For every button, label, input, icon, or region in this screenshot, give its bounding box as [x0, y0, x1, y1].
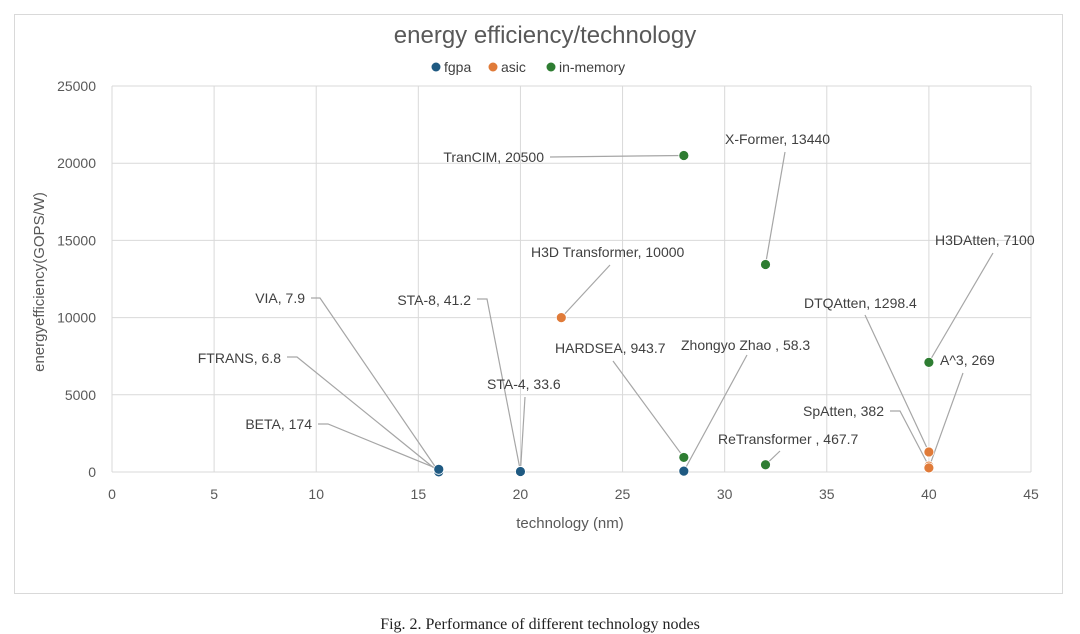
x-tick-label: 30 [717, 486, 733, 502]
leader-line [560, 264, 611, 319]
data-label: DTQAtten, 1298.4 [804, 295, 917, 311]
legend-marker [431, 62, 441, 72]
figure-caption: Fig. 2. Performance of different technol… [380, 616, 700, 633]
leader-line [549, 154, 684, 158]
leader-line [311, 297, 440, 473]
leader-line [928, 252, 994, 363]
data-label: FTRANS, 6.8 [198, 350, 281, 366]
x-tick-label: 35 [819, 486, 835, 502]
y-tick-label: 5000 [65, 387, 96, 403]
data-point-fgpa [678, 465, 690, 477]
data-point-in-memory [678, 452, 690, 463]
y-axis-title: energyefficiency(GOPS/W) [31, 192, 48, 372]
leader-line [519, 396, 526, 472]
y-tick-label: 25000 [57, 78, 96, 94]
legend-item-fgpa: fgpa [431, 59, 471, 75]
legend: fgpa asic in-memory [431, 59, 625, 75]
data-label: H3DAtten, 7100 [935, 232, 1035, 248]
legend-label: fgpa [444, 59, 471, 75]
data-point-in-memory [678, 150, 690, 161]
data-point-fgpa [515, 466, 526, 477]
x-tick-label: 10 [308, 486, 324, 502]
y-tick-label: 0 [88, 464, 96, 480]
gridlines [111, 85, 1032, 473]
y-tick-label: 10000 [57, 310, 96, 326]
data-label: STA-8, 41.2 [397, 292, 471, 308]
chart-frame: energy efficiency/technology fgpa asic in-… [14, 14, 1063, 594]
leader-line [764, 151, 786, 265]
x-axis-title: technology (nm) [516, 515, 624, 532]
data-point-asic [923, 446, 935, 458]
data-label: Zhongyo Zhao , 58.3 [681, 337, 810, 353]
chart-title: energy efficiency/technology [394, 22, 696, 49]
legend-item-asic: asic [488, 59, 526, 75]
legend-marker [546, 62, 556, 72]
data-label: H3D Transformer, 10000 [531, 244, 685, 260]
data-label: STA-4, 33.6 [487, 376, 561, 392]
y-tick-label: 15000 [57, 232, 96, 248]
data-label: A^3, 269 [940, 352, 995, 368]
x-tick-label: 15 [411, 486, 427, 502]
x-tick-label: 5 [210, 486, 218, 502]
leader-line [318, 423, 439, 470]
data-point-asic [923, 462, 935, 474]
x-tick-label: 40 [921, 486, 937, 502]
leader-line [683, 354, 748, 472]
data-point-fgpa [433, 463, 445, 475]
legend-label: in-memory [559, 59, 625, 75]
legend-marker [488, 62, 498, 72]
data-points [433, 150, 935, 478]
x-tick-label: 45 [1023, 486, 1039, 502]
leader-line [287, 356, 440, 473]
data-point-in-memory [923, 356, 935, 368]
data-label: X-Former, 13440 [725, 131, 830, 147]
legend-item-in-memory: in-memory [546, 59, 625, 75]
data-label: BETA, 174 [245, 416, 312, 432]
data-label: HARDSEA, 943.7 [555, 340, 666, 356]
leader-line [864, 314, 930, 453]
leader-lines [287, 151, 994, 473]
scatter-chart: energy efficiency/technology fgpa asic in-… [31, 22, 1039, 532]
leader-line [477, 298, 522, 472]
data-point-asic [555, 312, 567, 324]
x-tick-label: 20 [513, 486, 529, 502]
y-tick-label: 20000 [57, 155, 96, 171]
leader-line [890, 410, 930, 467]
y-axis-ticks: 0 5000 10000 15000 20000 25000 [57, 78, 96, 480]
x-axis-ticks: 0 5 10 15 20 25 30 35 40 45 [108, 486, 1039, 502]
legend-label: asic [501, 59, 526, 75]
leader-line [612, 360, 685, 458]
data-label: TranCIM, 20500 [443, 149, 544, 165]
data-label: VIA, 7.9 [255, 290, 305, 306]
data-label: ReTransformer , 467.7 [718, 431, 859, 447]
leader-line [928, 372, 964, 469]
data-point-in-memory [760, 259, 771, 270]
data-labels: VIA, 7.9 FTRANS, 6.8 BETA, 174 STA-8, 41.2 S… [198, 131, 1035, 447]
data-label: SpAtten, 382 [803, 403, 884, 419]
x-tick-label: 0 [108, 486, 116, 502]
x-tick-label: 25 [615, 486, 631, 502]
data-point-in-memory [760, 459, 771, 471]
